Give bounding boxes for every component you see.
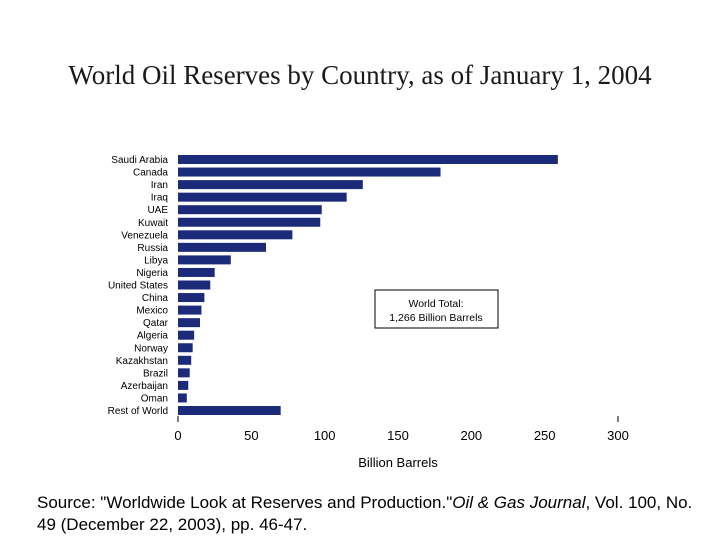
category-label: Kazakhstan (116, 356, 168, 367)
category-label: Mexico (136, 306, 168, 317)
x-tick-label: 0 (174, 428, 181, 443)
bar-qatar (178, 318, 200, 328)
category-label: Algeria (137, 331, 169, 342)
bar-canada (178, 167, 441, 177)
bar-russia (178, 242, 266, 252)
bars-group (178, 155, 558, 415)
category-label: Oman (141, 393, 168, 404)
category-label: Norway (134, 343, 168, 354)
category-label: United States (108, 281, 168, 292)
x-axis-title: Billion Barrels (358, 455, 438, 470)
category-label: Qatar (143, 318, 169, 329)
bar-oman (178, 393, 187, 403)
category-label: Iran (151, 180, 168, 191)
bar-iraq (178, 192, 347, 202)
category-label: China (142, 293, 169, 304)
annotation-box: World Total: 1,266 Billion Barrels (374, 289, 499, 329)
bar-china (178, 293, 205, 303)
bar-united-states (178, 280, 211, 290)
source-citation: Source: "Worldwide Look at Reserves and … (37, 492, 697, 536)
bar-venezuela (178, 230, 293, 240)
bar-mexico (178, 305, 202, 315)
bar-rest-of-world (178, 406, 281, 415)
bar-norway (178, 343, 193, 353)
x-axis: 0 50 100 150 200 250 300 (174, 416, 629, 443)
annotation-line-2: 1,266 Billion Barrels (389, 312, 482, 324)
bar-algeria (178, 330, 195, 340)
source-prefix: Source: "Worldwide Look at Reserves and … (37, 493, 453, 512)
bar-kazakhstan (178, 355, 192, 365)
category-label: Canada (133, 168, 168, 179)
category-label: Venezuela (121, 230, 168, 241)
category-label: Rest of World (108, 406, 168, 417)
x-tick-label: 300 (607, 428, 629, 443)
bar-brazil (178, 368, 190, 378)
x-tick-label: 250 (534, 428, 556, 443)
source-journal: Oil & Gas Journal (452, 493, 586, 512)
category-label: Russia (137, 243, 168, 254)
annotation-line-1: World Total: (408, 298, 463, 310)
bar-iran (178, 180, 363, 190)
category-label: Iraq (151, 193, 168, 204)
bar-libya (178, 255, 231, 265)
source-suffix: , Vol. 100, No. 49 (December 22, 2003), … (37, 493, 693, 534)
x-tick-label: 150 (387, 428, 409, 443)
category-label: UAE (147, 205, 168, 216)
category-label: Azerbaijan (121, 381, 168, 392)
bar-saudi-arabia (178, 155, 558, 164)
category-label: Nigeria (136, 268, 168, 279)
x-tick-label: 100 (314, 428, 336, 443)
bar-nigeria (178, 267, 215, 277)
x-tick-label: 200 (460, 428, 482, 443)
category-label: Brazil (143, 368, 168, 379)
category-label: Kuwait (138, 218, 168, 229)
category-label: Saudi Arabia (111, 155, 168, 166)
bar-uae (178, 205, 322, 215)
bar-kuwait (178, 217, 321, 227)
x-tick-label: 50 (244, 428, 258, 443)
category-label: Libya (144, 255, 168, 266)
bar-azerbaijan (178, 380, 189, 390)
chart-title: World Oil Reserves by Country, as of Jan… (68, 60, 652, 90)
